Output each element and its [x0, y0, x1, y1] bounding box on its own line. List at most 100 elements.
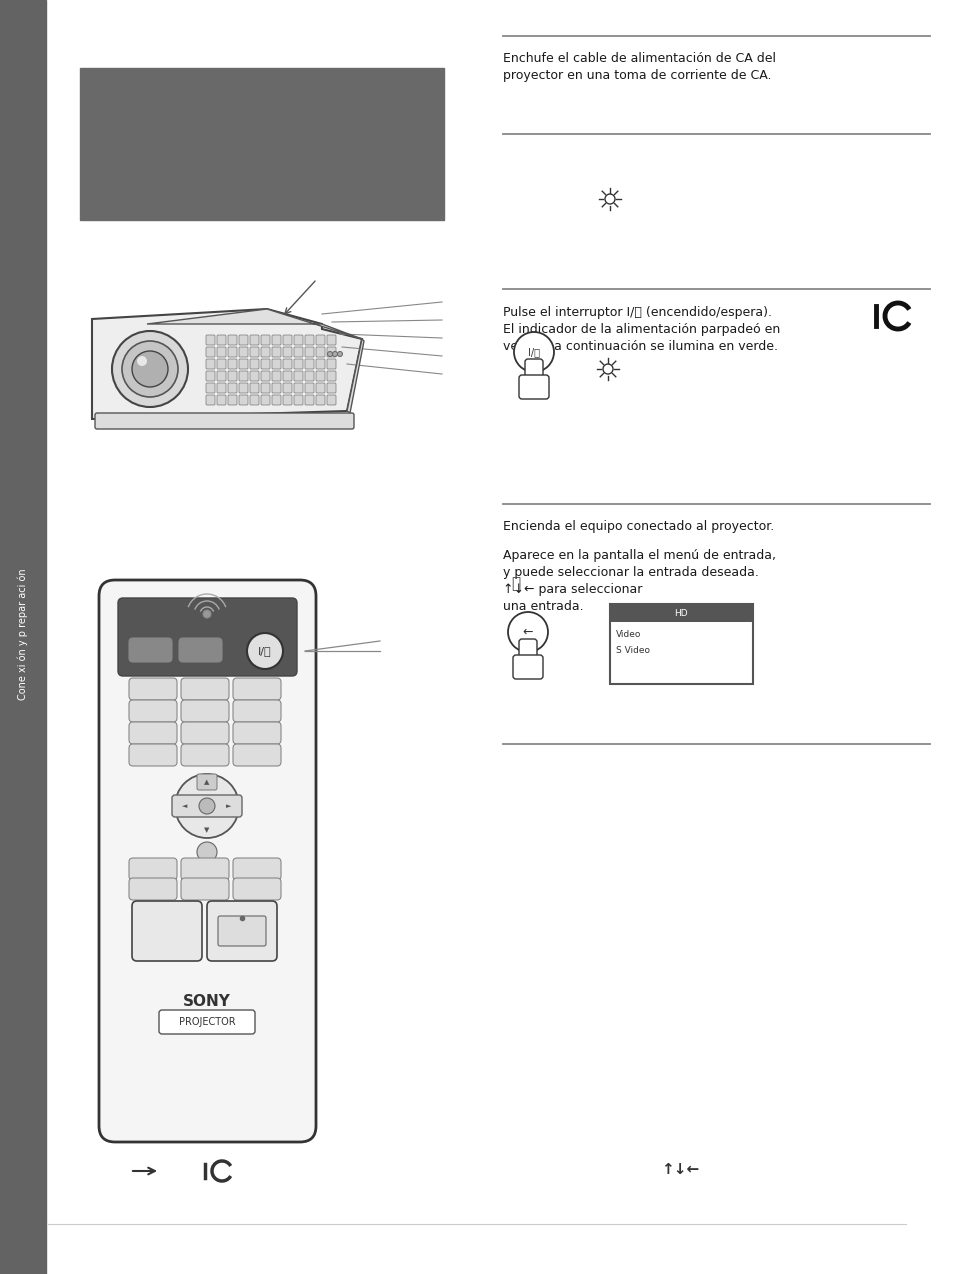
FancyBboxPatch shape — [283, 359, 292, 369]
Text: verde y a continuación se ilumina en verde.: verde y a continuación se ilumina en ver… — [502, 340, 778, 353]
FancyBboxPatch shape — [129, 699, 177, 722]
FancyBboxPatch shape — [294, 371, 303, 381]
FancyBboxPatch shape — [206, 371, 214, 381]
FancyBboxPatch shape — [239, 359, 248, 369]
FancyBboxPatch shape — [172, 795, 242, 817]
Text: PROJECTOR: PROJECTOR — [178, 1017, 235, 1027]
FancyBboxPatch shape — [283, 347, 292, 357]
FancyBboxPatch shape — [233, 678, 281, 699]
FancyBboxPatch shape — [239, 371, 248, 381]
FancyBboxPatch shape — [250, 359, 258, 369]
FancyBboxPatch shape — [228, 359, 236, 369]
FancyBboxPatch shape — [315, 359, 325, 369]
FancyBboxPatch shape — [272, 383, 281, 392]
Circle shape — [514, 333, 554, 372]
FancyBboxPatch shape — [179, 638, 222, 662]
FancyBboxPatch shape — [518, 375, 548, 399]
FancyBboxPatch shape — [327, 383, 335, 392]
Text: Aparece en la pantalla el menú de entrada,: Aparece en la pantalla el menú de entrad… — [502, 549, 775, 562]
FancyBboxPatch shape — [129, 678, 177, 699]
Text: una entrada.: una entrada. — [502, 600, 583, 613]
FancyBboxPatch shape — [250, 395, 258, 405]
Circle shape — [327, 352, 333, 357]
FancyBboxPatch shape — [272, 371, 281, 381]
Polygon shape — [91, 310, 361, 419]
FancyBboxPatch shape — [118, 598, 296, 676]
FancyBboxPatch shape — [250, 335, 258, 345]
Text: I/⏻: I/⏻ — [527, 347, 539, 357]
FancyBboxPatch shape — [206, 347, 214, 357]
FancyBboxPatch shape — [196, 775, 216, 790]
Circle shape — [174, 775, 239, 838]
FancyBboxPatch shape — [181, 699, 229, 722]
FancyBboxPatch shape — [283, 395, 292, 405]
FancyBboxPatch shape — [283, 335, 292, 345]
Text: proyector en una toma de corriente de CA.: proyector en una toma de corriente de CA… — [502, 69, 771, 82]
FancyBboxPatch shape — [216, 359, 226, 369]
FancyBboxPatch shape — [129, 722, 177, 744]
FancyBboxPatch shape — [233, 857, 281, 880]
FancyBboxPatch shape — [228, 347, 236, 357]
FancyBboxPatch shape — [206, 359, 214, 369]
Text: I/⏻: I/⏻ — [258, 646, 272, 656]
FancyBboxPatch shape — [261, 395, 270, 405]
Text: SONY: SONY — [183, 994, 231, 1009]
FancyBboxPatch shape — [315, 347, 325, 357]
FancyBboxPatch shape — [228, 395, 236, 405]
Text: El indicador de la alimentación parpadeó en: El indicador de la alimentación parpadeó… — [502, 324, 780, 336]
FancyBboxPatch shape — [216, 347, 226, 357]
FancyBboxPatch shape — [294, 359, 303, 369]
Text: Encienda el equipo conectado al proyector.: Encienda el equipo conectado al proyecto… — [502, 520, 774, 533]
Circle shape — [199, 798, 214, 814]
Text: Video: Video — [616, 629, 640, 638]
FancyBboxPatch shape — [181, 744, 229, 766]
FancyBboxPatch shape — [283, 371, 292, 381]
Circle shape — [602, 364, 613, 375]
Text: Enchufe el cable de alimentación de CA del: Enchufe el cable de alimentación de CA d… — [502, 52, 775, 65]
FancyBboxPatch shape — [181, 878, 229, 899]
FancyBboxPatch shape — [239, 395, 248, 405]
FancyBboxPatch shape — [327, 371, 335, 381]
Circle shape — [122, 341, 178, 397]
FancyBboxPatch shape — [272, 395, 281, 405]
FancyBboxPatch shape — [261, 347, 270, 357]
FancyBboxPatch shape — [228, 383, 236, 392]
FancyBboxPatch shape — [206, 335, 214, 345]
FancyBboxPatch shape — [250, 383, 258, 392]
Text: y puede seleccionar la entrada deseada.: y puede seleccionar la entrada deseada. — [502, 566, 758, 578]
FancyBboxPatch shape — [129, 857, 177, 880]
Text: ▲: ▲ — [204, 778, 210, 785]
Text: Ⓟ: Ⓟ — [511, 577, 520, 591]
Bar — [609, 604, 752, 684]
FancyBboxPatch shape — [132, 901, 202, 961]
FancyBboxPatch shape — [272, 359, 281, 369]
Circle shape — [137, 355, 147, 366]
FancyBboxPatch shape — [305, 347, 314, 357]
FancyBboxPatch shape — [294, 395, 303, 405]
FancyBboxPatch shape — [261, 335, 270, 345]
FancyBboxPatch shape — [159, 1010, 254, 1034]
FancyBboxPatch shape — [239, 347, 248, 357]
FancyBboxPatch shape — [305, 359, 314, 369]
Bar — [0, 0, 46, 1274]
FancyBboxPatch shape — [228, 371, 236, 381]
FancyBboxPatch shape — [216, 395, 226, 405]
FancyBboxPatch shape — [294, 347, 303, 357]
FancyBboxPatch shape — [305, 395, 314, 405]
FancyBboxPatch shape — [524, 359, 542, 385]
FancyBboxPatch shape — [233, 699, 281, 722]
FancyBboxPatch shape — [327, 347, 335, 357]
Text: ←: ← — [522, 626, 533, 638]
FancyBboxPatch shape — [233, 744, 281, 766]
FancyBboxPatch shape — [283, 383, 292, 392]
FancyBboxPatch shape — [305, 371, 314, 381]
Text: ↑↓← para seleccionar: ↑↓← para seleccionar — [502, 583, 641, 596]
FancyBboxPatch shape — [261, 383, 270, 392]
FancyBboxPatch shape — [261, 359, 270, 369]
FancyBboxPatch shape — [261, 371, 270, 381]
FancyBboxPatch shape — [315, 383, 325, 392]
Bar — [80, 68, 443, 220]
FancyBboxPatch shape — [327, 359, 335, 369]
FancyBboxPatch shape — [250, 371, 258, 381]
FancyBboxPatch shape — [305, 383, 314, 392]
